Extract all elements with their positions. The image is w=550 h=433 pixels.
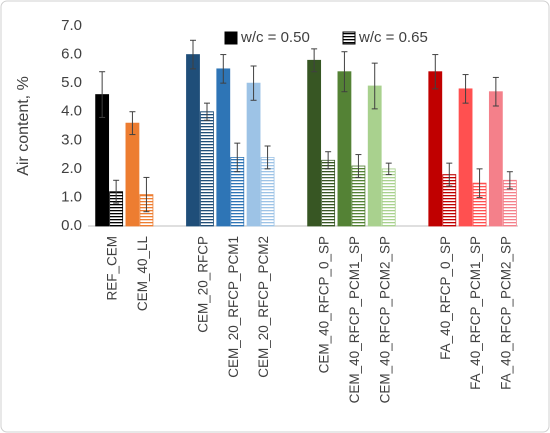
y-tick-label: 4.0 (61, 103, 82, 120)
bar (216, 68, 231, 227)
x-tick-label: FA_40_RFCP_0_SP (438, 236, 453, 360)
bar (488, 91, 503, 227)
bar (381, 168, 396, 227)
error-bar (371, 62, 378, 110)
bar (186, 54, 200, 227)
y-tick-label: 1.0 (61, 188, 82, 205)
y-tick-label: 6.0 (61, 46, 82, 63)
error-bar (385, 162, 392, 176)
error-bar (129, 111, 136, 136)
y-tick-label: 3.0 (61, 131, 82, 148)
x-tick-label: CEM_40_RFCP_0_SP (317, 236, 332, 373)
error-bar (476, 168, 483, 198)
error-bar (506, 171, 513, 190)
error-bar (492, 76, 499, 107)
x-tick-label: CEM_20_RFCP_PCM1 (226, 236, 241, 378)
bar (458, 88, 473, 227)
y-tick-label: 5.0 (61, 74, 82, 91)
error-bar (446, 162, 453, 187)
legend-label: w/c = 0.65 (358, 29, 428, 46)
x-tick-label: CEM_40_RFCP_PCM2_SP (377, 236, 392, 403)
error-bar (355, 154, 362, 178)
x-tick-label: CEM_40_RFCP_PCM1_SP (347, 236, 362, 403)
error-bar (220, 54, 227, 84)
error-bar (143, 176, 150, 213)
error-bar (99, 71, 106, 118)
x-tick-label: CEM_20_RFCP_PCM2 (256, 236, 271, 378)
x-tick-label: FA_40_RFCP_PCM1_SP (468, 236, 483, 390)
error-bar (264, 145, 271, 170)
legend-label: w/c = 0.50 (240, 29, 310, 46)
bar (337, 71, 352, 227)
error-bar (250, 65, 257, 101)
bar (200, 111, 214, 227)
bar (246, 82, 261, 227)
error-bar (432, 54, 439, 90)
y-axis-label: Air content, % (15, 76, 32, 176)
bar (321, 159, 336, 227)
x-tick-label: FA_40_RFCP_PCM2_SP (498, 236, 513, 390)
y-tick-label: 7.0 (61, 17, 82, 34)
error-bar (311, 48, 318, 73)
y-tick-label: 0.0 (61, 217, 82, 234)
bar (428, 71, 443, 227)
error-bar (204, 102, 210, 121)
x-tick-label: CEM_40_LL (135, 236, 150, 312)
error-bar (341, 51, 348, 93)
x-tick-label: CEM_20_RFCP (196, 236, 211, 333)
error-bar (190, 39, 196, 70)
error-bar (113, 179, 120, 204)
bar (307, 59, 322, 227)
legend-swatch (342, 31, 356, 45)
error-bar (325, 151, 332, 170)
bar (125, 122, 140, 227)
legend-swatch (224, 31, 238, 45)
y-tick-label: 2.0 (61, 160, 82, 177)
error-bar (234, 142, 241, 173)
x-tick-label: REF_CEM (105, 236, 120, 301)
error-bar (462, 74, 469, 104)
